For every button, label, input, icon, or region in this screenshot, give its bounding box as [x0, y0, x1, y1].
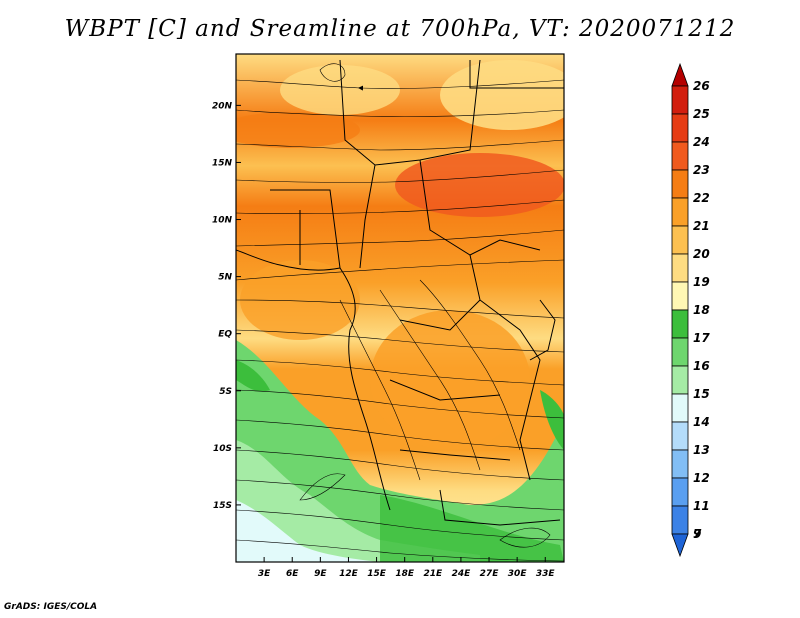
lon-tick-label: 33E	[536, 569, 556, 579]
warm-band-west	[236, 112, 360, 148]
colorbar-label: 26	[693, 79, 710, 93]
warm-region-west	[240, 260, 360, 340]
cooler-region-south	[236, 440, 480, 562]
colorbar-cell	[671, 281, 689, 311]
lon-tick-label: 3E	[258, 569, 271, 579]
colorbar-label: 12	[693, 471, 710, 485]
lon-tick-label: 6E	[286, 569, 299, 579]
colorbar-cell	[671, 421, 689, 451]
colorbar-label: 25	[693, 107, 710, 121]
lat-tick-label: 5N	[218, 273, 232, 283]
colorbar-label: 13	[693, 443, 710, 457]
colorbar-cell	[671, 449, 689, 479]
lat-tick-label: 10N	[212, 216, 233, 226]
colorbar-label: 18	[693, 303, 710, 317]
map-plot-area: 20N 15N 10N 5N EQ 5S 10S 15S 3E 6E 9E 12E 15E 18E 21E…	[212, 53, 565, 579]
colorbar-cell	[671, 393, 689, 423]
colorbar-cell	[671, 169, 689, 199]
longitude-axis: 3E 6E 9E 12E 15E 18E 21E 24E 27E 30E 33E	[258, 557, 556, 579]
colorbar-label: 15	[693, 387, 710, 401]
warm-region-congo	[370, 310, 530, 450]
lat-tick-label: 15S	[213, 501, 232, 511]
colorbar-cell	[671, 225, 689, 255]
colorbar-label: 22	[693, 191, 710, 205]
coolest-region-southwest	[236, 500, 380, 562]
colorbar-label: 23	[693, 163, 710, 177]
cool-patch-northwest	[280, 65, 400, 115]
country-borders	[236, 59, 564, 526]
green-band-south	[380, 495, 564, 562]
colorbar-cell	[671, 337, 689, 367]
latitude-axis: 20N 15N 10N 5N EQ 5S 10S 15S	[212, 101, 241, 511]
cool-patch-north	[440, 60, 564, 130]
temperature-field	[236, 54, 564, 562]
colorbar-cell	[671, 253, 689, 283]
colorbar-cell	[671, 141, 689, 171]
colorbar-label: 16	[693, 359, 710, 373]
colorbar-cell	[671, 365, 689, 395]
lon-tick-label: 30E	[508, 569, 528, 579]
lon-tick-label: 24E	[452, 569, 472, 579]
lat-tick-label: EQ	[218, 330, 232, 340]
lon-tick-label: 18E	[395, 569, 415, 579]
lon-tick-label: 27E	[480, 569, 500, 579]
colorbar-label: 24	[693, 135, 710, 149]
lon-tick-label: 15E	[367, 569, 387, 579]
green-patch-east	[540, 390, 564, 450]
colorbar: 26 25 24 23 22 21 20 19 18 17 16 15 14 13 12 11 97	[671, 62, 710, 558]
colorbar-cell	[671, 477, 689, 507]
green-patch-atlantic	[236, 360, 270, 392]
lat-tick-label: 15N	[212, 158, 233, 168]
colorbar-cell	[671, 533, 689, 558]
colorbar-label: 14	[693, 415, 710, 429]
colorbar-label: 9	[693, 527, 701, 541]
colorbar-cell	[671, 197, 689, 227]
colorbar-cell	[671, 505, 689, 535]
lon-tick-label: 12E	[339, 569, 359, 579]
colorbar-label: 7	[693, 527, 702, 541]
hot-spot-sahel	[395, 153, 564, 217]
map-title: WBPT [C] and Sreamline at 700hPa, VT: 20…	[64, 16, 736, 42]
colorbar-cell	[671, 62, 689, 87]
lat-tick-label: 5S	[219, 387, 232, 397]
map-border	[235, 53, 565, 563]
colorbar-label: 11	[693, 499, 710, 513]
colorbar-label: 21	[693, 219, 710, 233]
colorbar-cell	[671, 113, 689, 143]
streamlines	[236, 63, 564, 562]
lon-tick-label: 21E	[423, 569, 443, 579]
colorbar-cell	[671, 309, 689, 339]
lat-tick-label: 20N	[212, 101, 233, 111]
colorbar-label: 19	[693, 275, 710, 289]
colorbar-label: 20	[693, 247, 710, 261]
lon-tick-label: 9E	[314, 569, 327, 579]
grads-credit: GrADS: IGES/COLA	[4, 602, 98, 612]
colorbar-label: 17	[693, 331, 710, 345]
lat-tick-label: 10S	[213, 444, 232, 454]
colorbar-cell	[671, 85, 689, 115]
